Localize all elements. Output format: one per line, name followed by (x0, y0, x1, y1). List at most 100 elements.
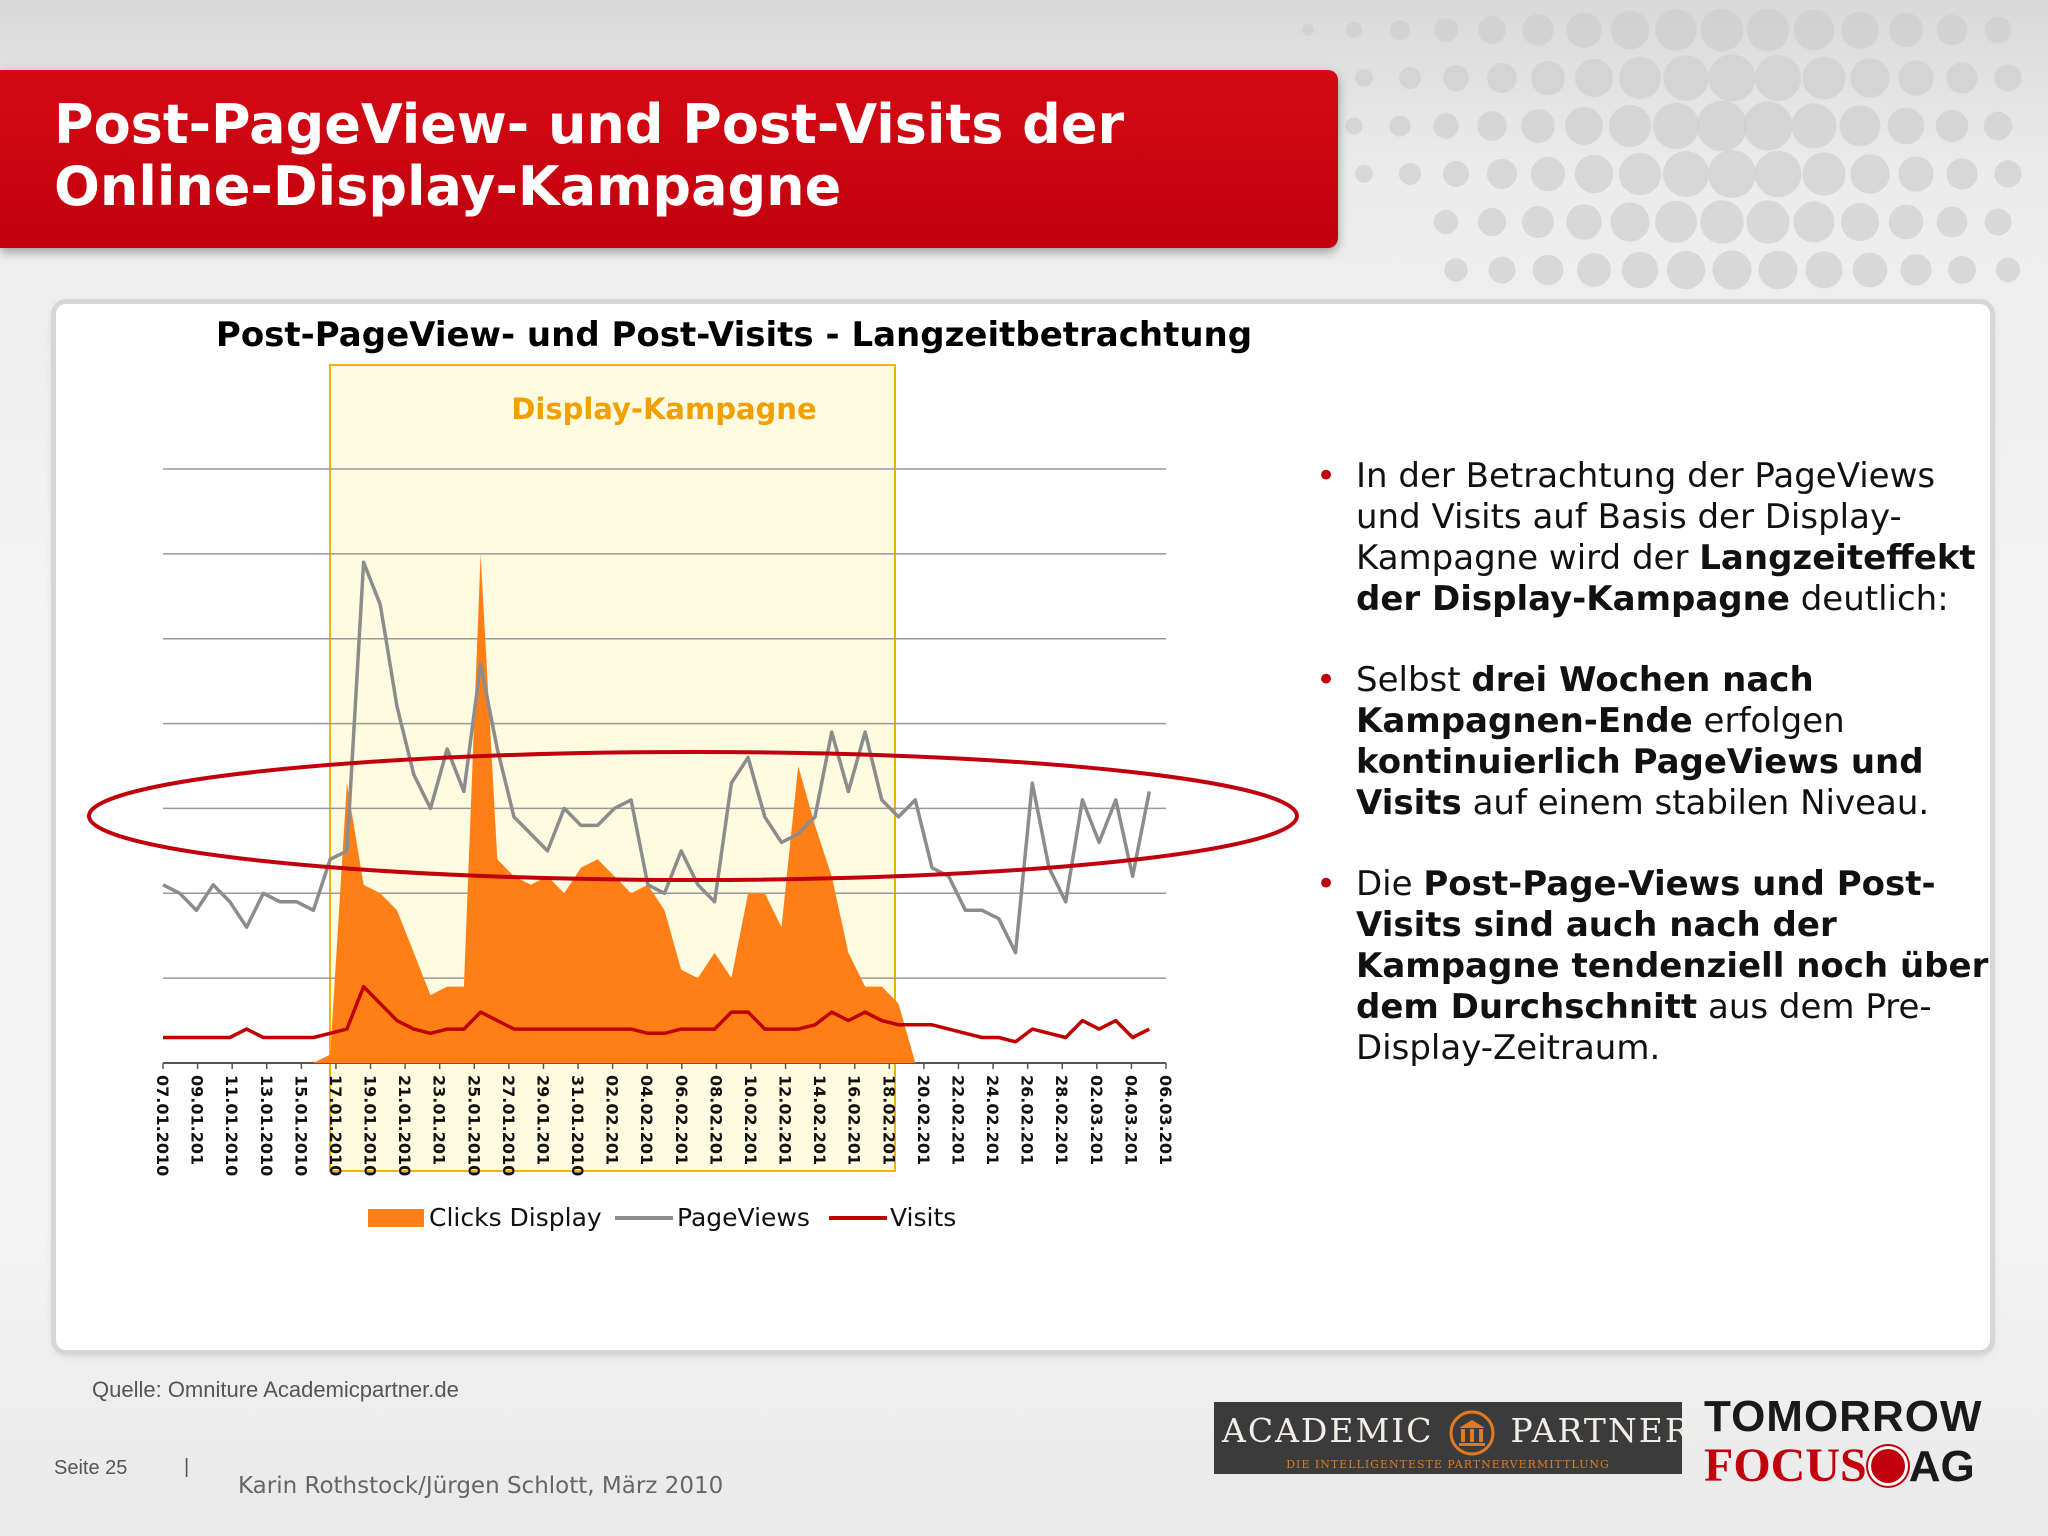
decorative-dot (1840, 202, 1880, 242)
x-tick-label: 14.02.201 (810, 1075, 829, 1165)
decorative-dot (1995, 257, 2021, 283)
x-tick-label: 19.01.2010 (361, 1075, 380, 1176)
decorative-dot (1433, 113, 1459, 139)
bullet-text: Langzeiteffekt der Display-Kampagne (1356, 538, 1976, 619)
decorative-dot (1477, 207, 1507, 237)
decorative-dot (1708, 150, 1756, 198)
decorative-dot (1850, 154, 1890, 194)
decorative-dot (1887, 107, 1925, 145)
x-tick-label: 24.02.201 (983, 1075, 1002, 1165)
decorative-dot (1302, 24, 1314, 36)
highlight-ellipse (87, 750, 1299, 882)
x-tick-label: 04.02.201 (637, 1075, 656, 1165)
decorative-dot (1802, 152, 1846, 196)
decorative-dot (1793, 201, 1835, 243)
x-tick-label: 02.02.201 (603, 1075, 622, 1165)
decorative-dot (1574, 154, 1614, 194)
decorative-dot (1755, 55, 1801, 101)
decorative-dot (1399, 67, 1421, 89)
bullet-item: • In der Betrachtung der PageViews und Vi… (1316, 456, 1996, 620)
decorative-dot-pattern (1301, 8, 2022, 290)
decorative-dot (1754, 150, 1802, 198)
footer-separator: | (184, 1456, 190, 1478)
decorative-dot (1802, 56, 1846, 100)
decorative-dot (1994, 160, 2022, 188)
decorative-dot (1522, 206, 1554, 238)
page-title-line-1: Post-PageView- und Post-Visits der (54, 93, 1125, 156)
academic-partner-tagline: DIE INTELLIGENTESTE PARTNERVERMITTLUNG (1286, 1458, 1610, 1471)
decorative-dot (1389, 115, 1411, 137)
decorative-dot (1399, 163, 1421, 185)
decorative-dot (1652, 102, 1700, 150)
x-tick-label: 18.02.201 (879, 1075, 898, 1165)
x-tick-label: 09.01.201 (188, 1075, 207, 1165)
bullet-text: Die (1356, 864, 1424, 904)
decorative-dot (1743, 101, 1793, 151)
decorative-dot (1610, 10, 1650, 50)
legend-label-clicks: Clicks Display (429, 1203, 602, 1232)
decorative-dot (1898, 60, 1934, 96)
bullet-text: Selbst (1356, 660, 1472, 700)
decorative-dot (1575, 59, 1613, 97)
decorative-dot (1758, 250, 1798, 290)
x-tick-label: 20.02.201 (914, 1075, 933, 1165)
campaign-label: Display-Kampagne (511, 392, 816, 426)
decorative-dot (1898, 156, 1934, 192)
decorative-dot (1444, 258, 1468, 282)
decorative-dot (1443, 65, 1469, 91)
decorative-dot (1936, 14, 1968, 46)
decorative-dot (1805, 251, 1843, 289)
columns-icon (1449, 1410, 1495, 1456)
legend-label-pageviews: PageViews (677, 1203, 810, 1232)
x-tick-label: 13.01.2010 (257, 1075, 276, 1176)
decorative-dot (1433, 209, 1459, 235)
decorative-dot (1888, 12, 1924, 48)
decorative-dot (1618, 152, 1662, 196)
decorative-dot (1839, 105, 1881, 147)
bullet-text: Post-Page-Views und Post-Visits sind auc… (1356, 864, 1989, 1027)
decorative-dot (1948, 256, 1976, 284)
x-tick-label: 28.02.201 (1052, 1075, 1071, 1165)
x-tick-label: 04.03.201 (1121, 1075, 1140, 1165)
decorative-dot (1355, 69, 1373, 87)
decorative-dot (1994, 64, 2022, 92)
academic-partner-logo: ACADEMIC PARTNER DIE INTELLIGENTESTE PAR… (1214, 1402, 1690, 1474)
bullet-text: kontinuierlich PageViews und Visits (1356, 742, 1924, 823)
decorative-dot (1621, 251, 1659, 289)
bullet-item: • Die Post-Page-Views und Post-Visits sin… (1316, 864, 1996, 1069)
decorative-dot (1746, 8, 1790, 52)
academic-partner-wordmark: ACADEMIC PARTNER (1222, 1410, 1692, 1456)
decorative-dot (1946, 62, 1978, 94)
bullet-dot-icon: • (1316, 456, 1337, 496)
decorative-dot (1355, 165, 1373, 183)
chart-title: Post-PageView- und Post-Visits - Langzei… (216, 315, 1252, 355)
decorative-dot (1521, 109, 1555, 143)
decorative-dot (1666, 250, 1706, 290)
decorative-dot (1888, 204, 1924, 240)
decorative-dot (1663, 55, 1709, 101)
decorative-dot (1566, 12, 1602, 48)
decorative-dot (1345, 117, 1363, 135)
page-title-line-2: Online-Display-Kampagne (54, 155, 842, 218)
decorative-dot (1610, 202, 1650, 242)
decorative-dot (1522, 14, 1554, 46)
bullet-dot-icon: • (1316, 864, 1337, 904)
decorative-dot (1900, 254, 1932, 286)
x-tick-label: 22.02.201 (948, 1075, 967, 1165)
decorative-dot (1852, 252, 1888, 288)
x-tick-label: 29.01.201 (533, 1075, 552, 1165)
page-title: Post-PageView- und Post-Visits der Onlin… (54, 94, 1124, 218)
x-tick-label: 06.02.201 (672, 1075, 691, 1165)
x-tick-label: 25.01.2010 (464, 1075, 483, 1176)
x-tick-label: 16.02.201 (845, 1075, 864, 1165)
decorative-dot (1712, 250, 1752, 290)
series-visits-line (163, 984, 1151, 1044)
title-bar: Post-PageView- und Post-Visits der Onlin… (0, 70, 1338, 248)
decorative-dot (1346, 22, 1362, 38)
decorative-dot (1696, 100, 1748, 152)
decorative-dot (1746, 200, 1790, 244)
x-tick-label: 02.03.201 (1087, 1075, 1106, 1165)
legend-label-visits: Visits (890, 1203, 956, 1232)
tomorrow-wordmark: TOMORROW (1704, 1392, 1983, 1441)
decorative-dot (1608, 104, 1652, 148)
